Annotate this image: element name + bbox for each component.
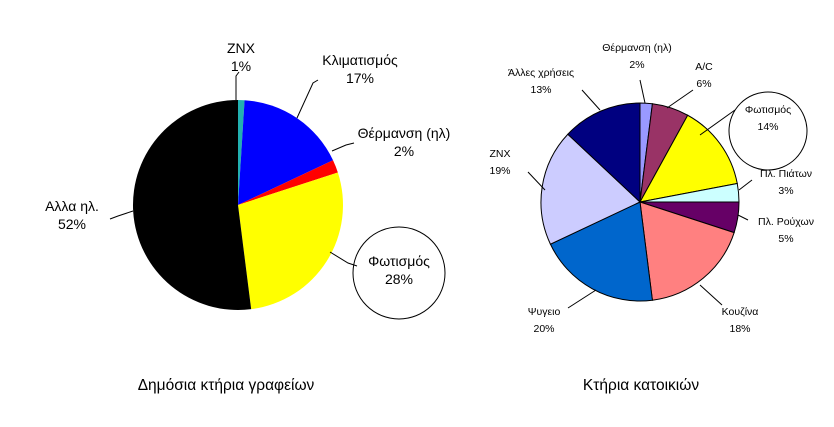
leader-line [666,89,694,109]
slice-label-heating: Θέρμανση (ηλ) [602,42,672,54]
slice-label-heating: Θέρμανση (ηλ) [358,125,451,141]
slice-pct-znx: 1% [231,58,251,74]
slice-label-lighting: Φωτισμός [368,253,430,269]
leader-line [235,71,240,100]
leader-lines [109,71,358,267]
slice-pct-lighting: 28% [385,271,413,287]
slice-label-kitchen: Κουζίνα [722,306,759,318]
slice-pct-ac: 6% [696,78,711,90]
leader-lines [527,79,753,309]
pie-slice-8 [567,102,641,204]
slice-pct-washer: 5% [778,233,793,245]
slice-pct-kitchen: 18% [729,323,750,335]
slice-label-znx: ZNX [227,40,256,56]
leader-line [567,289,597,309]
pie-slices [540,102,740,302]
slice-label-washer: Πλ. Ρούχων [758,216,814,228]
slice-pct-fridge: 20% [533,323,554,335]
pie-chart-residential: Θέρμανση (ηλ) 2% A/C 6% Φωτισμός 14% Πλ.… [489,42,813,394]
slice-label-ac: A/C [695,61,713,73]
slice-label-znx: ZNX [490,148,511,160]
slice-pct-heating: 2% [629,59,644,71]
chart-title: Δημόσια κτήρια γραφείων [138,377,315,394]
pie-slice-3 [238,172,343,310]
slice-pct-znx: 19% [489,165,510,177]
slice-pct-ac: 17% [346,70,374,86]
slice-label-dishwasher: Πλ. Πιάτων [760,168,812,180]
leader-line [737,214,749,221]
leader-line [699,284,723,306]
leader-line [581,89,601,111]
slice-pct-lighting: 14% [757,121,778,133]
chart-title: Κτήρια κατοικιών [583,377,699,394]
pie-slice-2 [639,114,738,203]
slice-pct-other: 52% [58,216,86,232]
pie-slice-2 [238,160,338,205]
pie-slices [132,99,343,310]
pie-slice-0 [238,100,245,205]
leader-line [329,251,358,267]
highlight-circle [728,91,808,171]
slice-pct-heating: 2% [394,143,414,159]
leader-line [527,171,546,191]
slice-label-lighting: Φωτισμός [745,104,791,116]
leader-line [296,79,319,119]
leader-line [639,79,646,104]
leader-line [738,179,753,191]
slice-label-other: Αλλα ηλ. [45,198,99,214]
leader-line [331,142,355,152]
pie-slice-4 [132,99,252,310]
slice-pct-other: 13% [530,84,551,96]
slice-pct-dishwasher: 3% [778,185,793,197]
slice-label-ac: Κλιματισμός [322,52,398,68]
slice-label-other: Άλλες χρήσεις [508,67,574,79]
highlight-circle [352,226,446,320]
pie-slice-6 [549,201,653,302]
pie-slice-1 [238,100,334,205]
slice-label-fridge: Ψυγειο [528,306,561,318]
leader-line [699,109,736,136]
pie-slice-5 [639,201,735,301]
leader-line [109,210,134,220]
pie-chart-offices: ZNX 1% Κλιματισμός 17% Θέρμανση (ηλ) 2% … [45,40,450,394]
